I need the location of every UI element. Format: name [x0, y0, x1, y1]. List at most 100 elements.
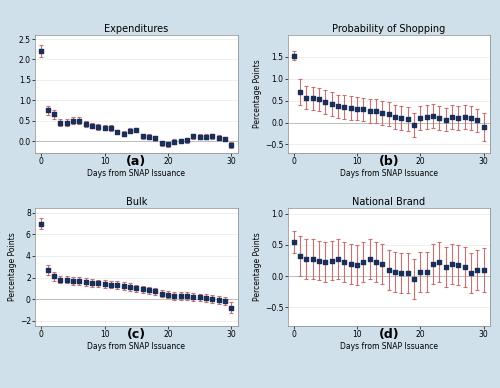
Point: [328, 257, 336, 263]
Point: [189, 294, 197, 300]
Point: [126, 128, 134, 134]
Point: [44, 267, 52, 273]
Point: [183, 137, 191, 143]
Point: [170, 293, 178, 299]
Point: [100, 125, 108, 131]
Point: [227, 305, 235, 311]
Point: [126, 284, 134, 290]
Point: [315, 96, 323, 102]
Y-axis label: Percentage Points: Percentage Points: [8, 232, 17, 301]
Point: [448, 114, 456, 120]
Point: [164, 141, 172, 147]
Point: [138, 286, 146, 293]
Point: [221, 136, 229, 142]
Text: (d): (d): [378, 328, 399, 341]
Point: [398, 270, 406, 276]
Point: [436, 259, 444, 265]
Point: [422, 268, 430, 275]
Point: [62, 277, 70, 283]
Text: (b): (b): [378, 155, 399, 168]
Point: [107, 281, 115, 288]
Point: [334, 103, 342, 109]
Point: [114, 129, 122, 135]
Point: [38, 221, 46, 227]
Point: [296, 89, 304, 95]
Point: [94, 280, 102, 286]
Point: [138, 133, 146, 139]
Text: (a): (a): [126, 155, 146, 168]
Point: [44, 107, 52, 114]
Point: [422, 114, 430, 120]
Point: [429, 260, 437, 267]
Point: [391, 114, 399, 120]
Point: [88, 280, 96, 286]
Point: [454, 262, 462, 268]
Point: [56, 120, 64, 126]
Point: [107, 125, 115, 131]
Point: [315, 257, 323, 263]
Point: [378, 110, 386, 116]
Point: [372, 259, 380, 265]
Point: [378, 260, 386, 267]
X-axis label: Days from SNAP Issuance: Days from SNAP Issuance: [88, 169, 185, 178]
Point: [290, 239, 298, 245]
Point: [94, 124, 102, 130]
Point: [353, 262, 361, 268]
X-axis label: Days from SNAP Issuance: Days from SNAP Issuance: [340, 342, 438, 351]
Text: (c): (c): [126, 328, 146, 341]
Point: [385, 111, 393, 117]
Point: [467, 115, 475, 121]
Point: [158, 291, 166, 297]
Y-axis label: Percentage Points: Percentage Points: [253, 60, 262, 128]
Point: [50, 111, 58, 118]
Point: [360, 106, 368, 113]
Point: [460, 264, 468, 270]
Point: [196, 134, 203, 140]
Point: [460, 114, 468, 120]
Point: [328, 100, 336, 107]
Point: [474, 267, 482, 273]
Point: [120, 283, 128, 289]
Point: [120, 131, 128, 137]
Point: [38, 48, 46, 54]
Title: National Brand: National Brand: [352, 197, 426, 207]
Point: [416, 115, 424, 121]
Point: [227, 142, 235, 148]
Point: [50, 273, 58, 279]
Point: [208, 133, 216, 139]
Point: [69, 278, 77, 284]
Point: [429, 113, 437, 119]
Point: [404, 270, 411, 276]
Point: [296, 253, 304, 259]
Point: [454, 115, 462, 121]
Point: [82, 279, 90, 285]
Point: [322, 259, 330, 265]
Point: [214, 135, 222, 141]
Point: [221, 298, 229, 304]
Point: [302, 256, 310, 262]
Point: [410, 122, 418, 128]
Point: [76, 118, 84, 124]
Point: [474, 117, 482, 123]
Point: [145, 134, 153, 140]
Title: Expenditures: Expenditures: [104, 24, 168, 34]
Point: [69, 118, 77, 124]
Point: [347, 260, 355, 267]
Point: [170, 139, 178, 145]
Point: [88, 122, 96, 128]
Point: [302, 95, 310, 101]
Point: [214, 297, 222, 303]
Point: [404, 116, 411, 122]
Y-axis label: Percentage Points: Percentage Points: [253, 232, 262, 301]
Point: [82, 121, 90, 127]
Point: [196, 294, 203, 301]
Point: [436, 115, 444, 121]
Point: [398, 115, 406, 121]
Point: [334, 256, 342, 262]
Point: [151, 288, 159, 294]
Point: [132, 127, 140, 133]
Point: [416, 268, 424, 275]
Point: [309, 95, 317, 102]
Point: [385, 267, 393, 273]
Point: [391, 268, 399, 275]
